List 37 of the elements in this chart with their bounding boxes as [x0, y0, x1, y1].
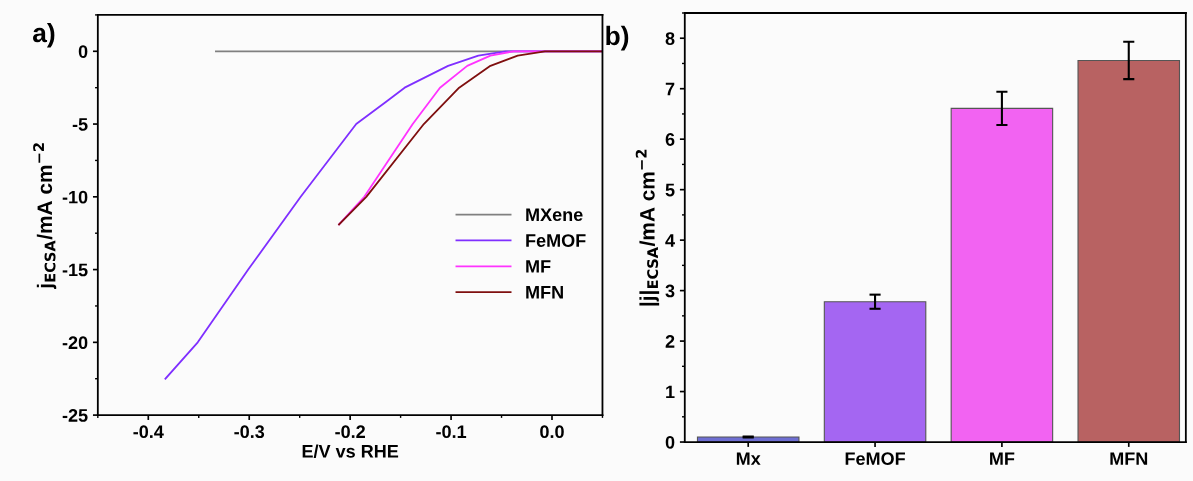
legend-label: FeMOF [526, 234, 586, 247]
bar [1077, 59, 1181, 443]
x-tick-label: 0.0 [540, 425, 564, 439]
x-axis-title: E/V vs RHE [302, 444, 399, 458]
x-tick-label: MF [990, 452, 1015, 465]
y-axis-title: j$_{ECSA}$/mA cm$^{−2}$ [33, 143, 57, 290]
legend-label: MF [526, 260, 551, 273]
y-tick-label: 6 [665, 133, 675, 146]
y-tick-label: -25 [62, 409, 88, 422]
x-tick-label: -0.4 [133, 425, 164, 439]
y-tick-label: -20 [62, 336, 88, 350]
y-tick-label: 8 [665, 32, 675, 45]
bar [823, 301, 927, 443]
x-tick-label: Mx [736, 452, 761, 465]
y-tick-label: 3 [665, 284, 675, 298]
x-tick-label: -0.3 [234, 425, 265, 439]
x-tick-label: MFN [1110, 452, 1148, 465]
y-tick-label: -5 [72, 118, 88, 131]
text: a) [33, 22, 55, 48]
legend-label: MXene [526, 208, 583, 222]
line-series [338, 50, 603, 226]
y-tick-label: -15 [62, 263, 88, 277]
y-tick-label: -10 [62, 190, 88, 204]
y-tick-label: 1 [666, 385, 675, 399]
bar [950, 107, 1054, 443]
y-tick-label: 5 [665, 183, 675, 197]
text: b) [606, 25, 629, 51]
y-tick-label: 2 [665, 335, 675, 348]
y-tick-label: 0 [78, 45, 88, 59]
x-tick-label: -0.1 [436, 425, 467, 439]
y-tick-label: 0 [665, 435, 675, 449]
x-tick-label: -0.2 [335, 425, 365, 439]
y-tick-label: 4 [665, 234, 675, 247]
y-tick-label: 7 [665, 82, 675, 96]
x-tick-label: FeMOF [845, 452, 905, 466]
y-axis-title: |j|$_{ECSA}$/mA cm$^{−2}$ [635, 149, 660, 306]
legend-label: MFN [526, 286, 563, 299]
